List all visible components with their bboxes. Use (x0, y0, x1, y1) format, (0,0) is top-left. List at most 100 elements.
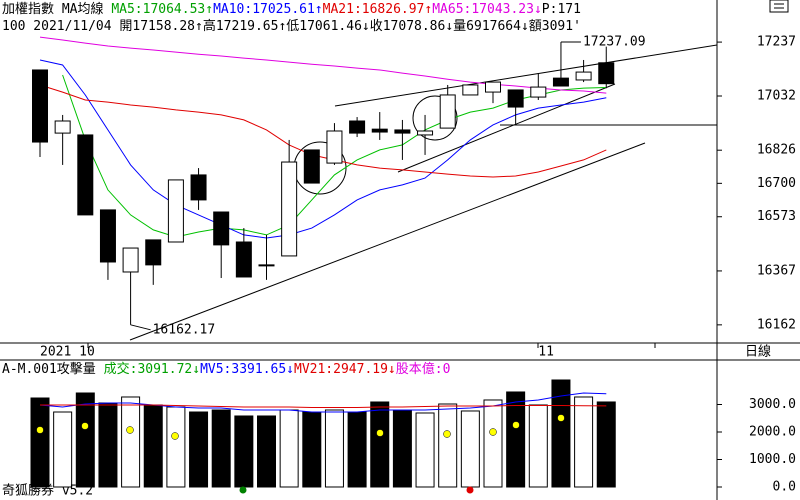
y-tick-label: 17032 (757, 89, 796, 104)
label-leader (130, 324, 151, 331)
candle-body (167, 179, 184, 243)
volume-bar (257, 415, 276, 488)
menu-button[interactable] (769, 0, 789, 13)
candle-body (507, 89, 524, 108)
header-segment: MA10:17025.61↑ (213, 2, 323, 17)
candle-body (303, 149, 320, 184)
volume-bar (574, 396, 594, 488)
header-segment: A-M.001攻擊量 (2, 361, 104, 377)
candle-body (99, 209, 116, 263)
volume-bar (438, 403, 458, 488)
header-segment: 股本億:0 (396, 361, 451, 377)
signal-dot (466, 486, 474, 494)
candle-body (598, 62, 615, 85)
indicator-line (39, 84, 607, 178)
period-label[interactable]: 日線 (745, 344, 771, 360)
signal-dot (512, 421, 520, 429)
header-line: 100 2021/11/04 開17158.28↑高17219.65↑低1706… (2, 18, 581, 34)
volume-bar (302, 411, 322, 488)
volume-bar (551, 379, 571, 488)
candle-body (417, 130, 434, 136)
candle-body (258, 264, 275, 267)
volume-bar (279, 409, 299, 488)
candle-body (575, 71, 592, 81)
candle-body (485, 81, 501, 93)
header-segment: MV5:3391.65↓ (200, 362, 294, 377)
volume-bar (596, 401, 616, 488)
header-line: 加權指數 MA均線 MA5:17064.53↑MA10:17025.61↑MA2… (2, 1, 581, 17)
trend-line (129, 142, 646, 341)
header-segment: MA65:17043.23↓ (432, 2, 542, 17)
app-footer: 奇狐勝券 v5.2 (2, 483, 93, 499)
header-segment: P:171 (542, 2, 581, 17)
candle-body (32, 69, 48, 143)
y-tick-label: 16367 (757, 263, 796, 278)
signal-dot (489, 428, 497, 436)
volume-bar (370, 401, 390, 488)
trend-line (334, 44, 717, 107)
header-segment: 加權指數 MA均線 (2, 1, 111, 17)
volume-bar (30, 397, 50, 488)
volume-bar (53, 411, 73, 488)
volume-bar (347, 411, 367, 488)
volume-bar (75, 392, 95, 488)
circle-marker (412, 95, 458, 141)
candle-body (326, 130, 343, 164)
y-tick-label: 16700 (757, 176, 796, 191)
y-tick-label: 1000.0 (749, 452, 796, 467)
signal-dot (376, 429, 384, 437)
signal-dot (171, 432, 179, 440)
volume-bar (460, 410, 480, 488)
header-segment: 成交:3091.72↓ (104, 361, 200, 377)
header-line: A-M.001攻擊量 成交:3091.72↓MV5:3391.65↓MV21:2… (2, 361, 450, 377)
signal-dot (126, 426, 134, 434)
volume-panel (30, 379, 616, 488)
candle-body (77, 134, 94, 216)
candle-body (462, 84, 479, 96)
header-segment: MA5:17064.53↑ (111, 2, 213, 17)
candle-body (213, 211, 230, 246)
header-segment: MV21:2947.19↓ (294, 362, 396, 377)
volume-bar (211, 409, 231, 488)
indicator-line (39, 392, 607, 413)
header-segment: MA21:16826.97↑ (323, 2, 433, 17)
x-tick-label: 2021 10 (40, 345, 95, 360)
y-tick-label: 16162 (757, 317, 796, 332)
high-label: 17237.09 (583, 35, 646, 50)
signal-dot (443, 430, 451, 438)
volume-bar (189, 411, 209, 488)
candle-body (54, 120, 71, 134)
signal-dot (239, 486, 247, 494)
candle-body (190, 174, 207, 201)
volume-bar (121, 396, 141, 488)
trend-line (397, 83, 616, 173)
candle-body (552, 77, 569, 87)
volume-bar (98, 402, 118, 488)
indicator-line (39, 36, 607, 94)
y-tick-label: 3000.0 (749, 397, 796, 412)
header-segment: 100 2021/11/04 開17158.28↑高17219.65↑低1706… (2, 18, 581, 34)
signal-dot (557, 414, 565, 422)
y-tick-label: 16826 (757, 143, 796, 158)
candle-body (530, 86, 547, 98)
volume-bar (143, 404, 163, 488)
candle-body (235, 241, 252, 278)
y-tick-label: 17237 (757, 35, 796, 50)
signal-dots (36, 414, 565, 494)
volume-bar (234, 415, 254, 488)
candle-body (371, 128, 388, 133)
y-tick-label: 16573 (757, 209, 796, 224)
volume-bar (506, 391, 526, 488)
indicator-line (39, 59, 607, 239)
volume-bar (415, 412, 435, 488)
y-tick-label: 2000.0 (749, 424, 796, 439)
volume-bar (483, 399, 503, 488)
signal-dot (36, 426, 44, 434)
candle-body (349, 120, 366, 134)
volume-bar (392, 409, 412, 488)
y-tick-label: 0.0 (773, 479, 796, 494)
volume-bar (324, 409, 344, 488)
price-panel: 16162.17 17237.09 (32, 35, 717, 341)
indicator-line (40, 404, 607, 408)
